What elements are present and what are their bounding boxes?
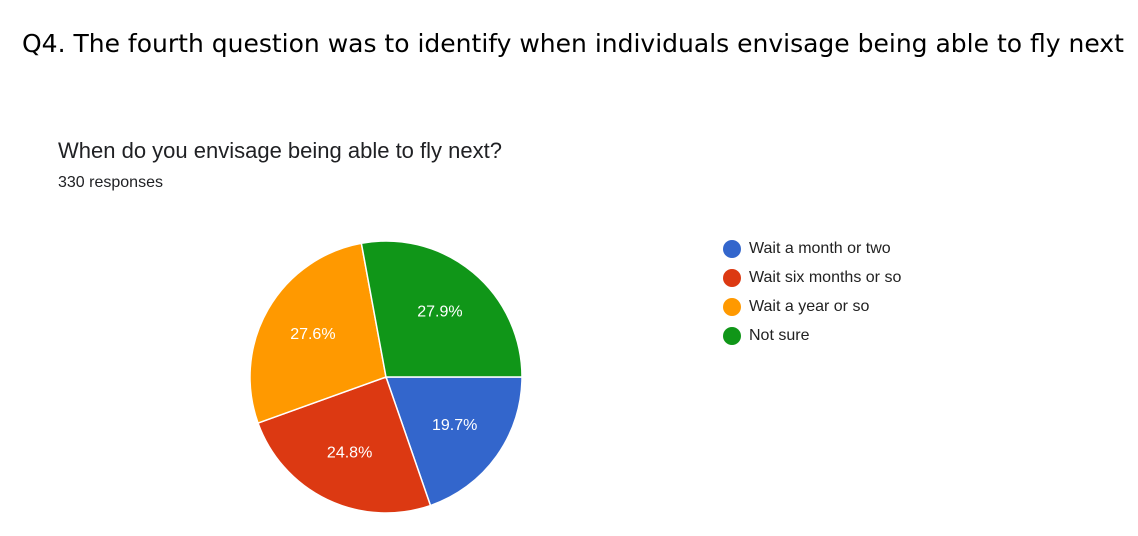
legend-marker [723,327,741,345]
pie-slice [257,376,432,514]
slice-label: 19.7% [432,417,477,434]
legend-label: Not sure [749,327,810,344]
legend-marker [723,298,741,316]
slice-label: 24.8% [327,444,372,461]
pie-slice [249,242,387,425]
chart-subtitle: 330 responses [58,174,163,191]
legend-label: Wait six months or so [749,269,901,286]
legend-marker [723,269,741,287]
legend-label: Wait a month or two [749,240,891,257]
pie-slice [360,240,523,378]
slice-label: 27.6% [290,326,335,343]
page-heading: Q4. The fourth question was to identify … [22,29,1124,58]
chart-title: When do you envisage being able to fly n… [58,138,502,163]
legend-label: Wait a year or so [749,298,869,315]
slice-label: 27.9% [417,303,462,320]
legend-marker [723,240,741,258]
